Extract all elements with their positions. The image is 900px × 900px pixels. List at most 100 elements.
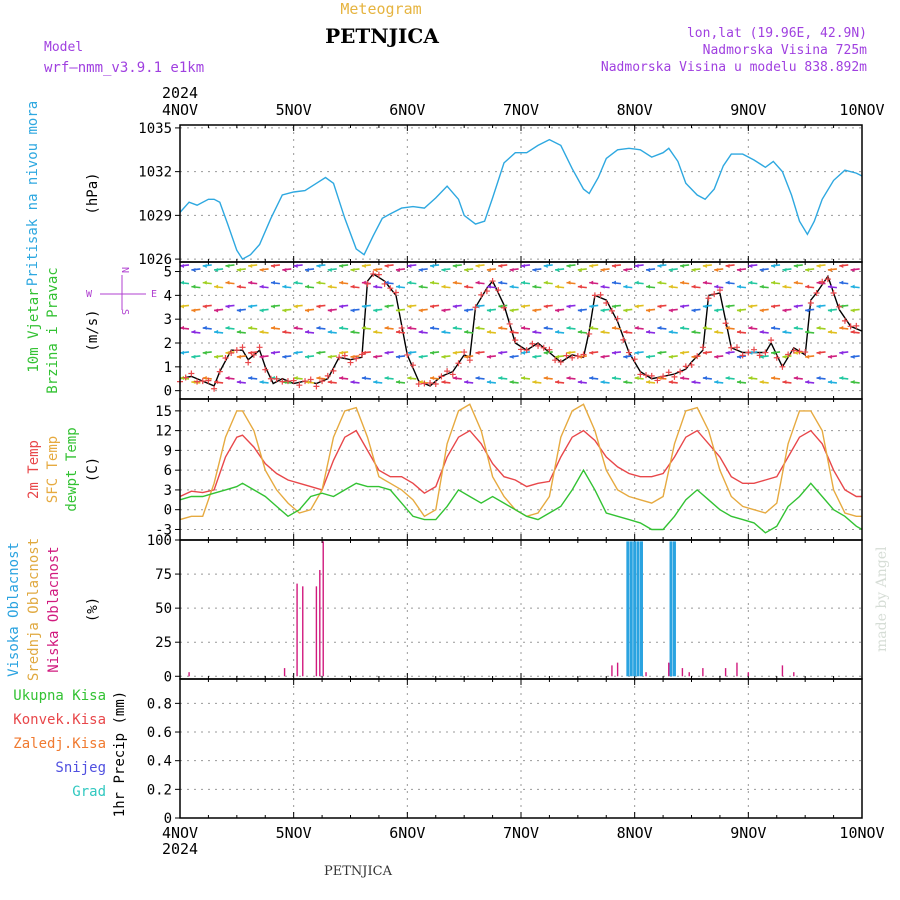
gust-marker [199, 378, 206, 385]
wind-arrowhead [202, 350, 207, 355]
side-label: Pritisak na nivou mora [25, 101, 41, 286]
credit-watermark: made by Angel [874, 546, 890, 652]
gust-marker [654, 377, 661, 384]
wind-arrowhead [577, 308, 582, 313]
wind-arrowhead [827, 329, 832, 334]
wind-arrowhead [441, 267, 446, 272]
gust-marker [705, 295, 712, 302]
wind-arrowhead [418, 284, 423, 289]
gust-marker [262, 366, 269, 373]
wind-arrowhead [839, 375, 844, 380]
wind-arrowhead [646, 379, 651, 384]
gust-marker [216, 368, 223, 375]
gust-marker [495, 287, 502, 294]
wind-arrowhead [680, 375, 685, 380]
cloud-bar [283, 668, 286, 677]
y-axis-label: (%) [85, 597, 101, 622]
wind-arrowhead [327, 308, 332, 313]
gust-marker [239, 344, 246, 351]
gust-marker [381, 280, 388, 287]
wind-arrowhead [202, 325, 207, 330]
wind-arrowhead [805, 284, 810, 289]
wind-arrowhead [452, 304, 457, 309]
precip-legend-label: Ukupna Kisa [13, 688, 106, 704]
pressure-panel: 1026 1029 1032 1035 (hPa) Pritisak na nivou m… [25, 101, 863, 286]
cloud-bar [747, 672, 750, 677]
wind-arrowhead [600, 267, 605, 272]
wind-arrowhead [384, 325, 389, 330]
wind-arrowhead [577, 379, 582, 384]
gust-marker [432, 380, 439, 387]
wind-arrowhead [805, 354, 810, 359]
y-tick-label: 12 [155, 424, 172, 440]
wind-arrowhead [827, 267, 832, 272]
wind-arrowhead [657, 280, 662, 285]
wind-arrowhead [327, 354, 332, 359]
wind-arrowhead [327, 267, 332, 272]
wind-arrowhead [191, 284, 196, 289]
wind-arrowhead [839, 263, 844, 268]
cloud-bar [702, 668, 704, 677]
wind-arrowhead [509, 379, 514, 384]
gust-marker [256, 344, 263, 351]
wind-arrowhead [532, 329, 537, 334]
wind-arrowhead [725, 280, 730, 285]
gust-marker [733, 344, 740, 351]
wind-arrowhead [407, 304, 412, 309]
wind-arrowhead [350, 379, 355, 384]
wind-arrowhead [464, 329, 469, 334]
wind-arrowhead [395, 354, 400, 359]
gust-marker [267, 375, 274, 382]
wind-arrowhead [441, 284, 446, 289]
wind-arrowhead [509, 284, 514, 289]
wind-arrowhead [759, 308, 764, 313]
wind-arrowhead [395, 284, 400, 289]
wind-arrowhead [748, 263, 753, 268]
wind-arrowhead [816, 375, 821, 380]
wind-arrowhead [464, 284, 469, 289]
precip-panel: 0 0.2 0.4 0.6 0.8 1hr Precip (mm) Ukupna Kisa K… [13, 678, 863, 827]
cloud-bar [319, 569, 321, 677]
y-tick-label: 3 [164, 483, 172, 499]
side-label: SFC Temp [45, 436, 61, 503]
y-tick-label: 1032 [138, 165, 172, 181]
wind-arrowhead [691, 308, 696, 313]
gust-marker [472, 304, 479, 311]
gust-marker [785, 351, 792, 358]
gust-marker [631, 356, 638, 363]
panel-frame [179, 678, 863, 819]
model-name: wrf—nmm_v3.9.1 e1km [44, 60, 204, 76]
wind-arrowhead [702, 280, 707, 285]
y-tick-label: 25 [155, 635, 172, 651]
wind-arrowhead [634, 350, 639, 355]
wind-arrowhead [623, 379, 628, 384]
wind-arrowhead [373, 308, 378, 313]
wind-arrowhead [771, 263, 776, 268]
gust-marker [620, 336, 627, 343]
wind-arrowhead [350, 329, 355, 334]
wind-arrowhead [532, 267, 537, 272]
wind-arrowhead [555, 329, 560, 334]
wind-arrowhead [316, 325, 321, 330]
wind-arrowhead [202, 304, 207, 309]
wind-arrowhead [827, 284, 832, 289]
gust-marker [580, 351, 587, 358]
wind-arrowhead [668, 308, 673, 313]
cloud-bar [636, 541, 640, 677]
gust-marker [353, 355, 360, 362]
compass-south: S [119, 309, 130, 315]
cloud-bar [669, 541, 673, 677]
date-label-bottom: 10NOV [839, 824, 884, 842]
wind-arrowhead [521, 280, 525, 285]
y-tick-label: 9 [164, 443, 172, 459]
wind-arrowhead [657, 325, 662, 330]
wind-arrowhead [532, 284, 537, 289]
wind-arrowhead [566, 280, 571, 285]
cloud-bar [688, 672, 690, 677]
wind-arrowhead [793, 263, 798, 268]
wind-arrowhead [236, 354, 241, 359]
wind-arrowhead [305, 308, 310, 313]
gust-marker [319, 378, 326, 385]
model-elevation-text: Nadmorska Visina u modelu 838.892m [601, 60, 867, 75]
wind-arrowhead [464, 354, 469, 359]
